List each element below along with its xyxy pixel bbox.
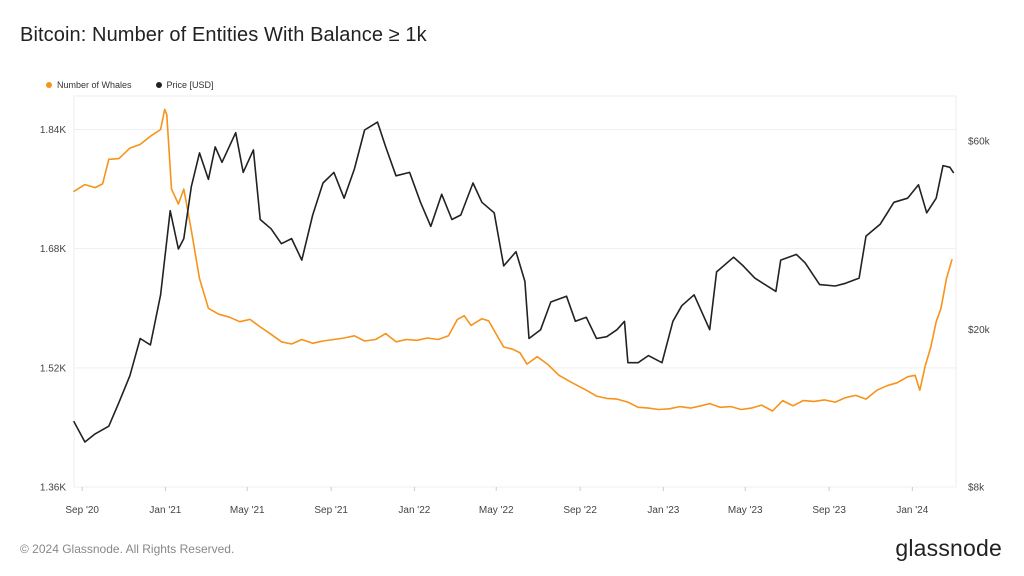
legend-item-whales[interactable]: Number of Whales [46, 80, 132, 90]
price-series-line [73, 121, 955, 443]
brand-logo: glassnode [895, 535, 1002, 561]
y-right-tick-label: $8k [968, 483, 985, 494]
x-tick-label: Jan '24 [896, 505, 928, 516]
x-tick-label: May '23 [728, 505, 763, 516]
chart-title: Bitcoin: Number of Entities With Balance… [20, 24, 427, 46]
x-tick-label: Sep '22 [563, 505, 597, 516]
plot-frame [73, 95, 957, 488]
legend-label-whales: Number of Whales [57, 80, 132, 90]
x-tick-label: Sep '23 [812, 505, 846, 516]
y-left-tick-label: 1.84K [40, 125, 66, 136]
legend-item-price[interactable]: Price [USD] [155, 80, 214, 90]
x-tick-label: Sep '21 [314, 505, 348, 516]
y-right-tick-label: $60k [968, 137, 991, 148]
copyright-text: © 2024 Glassnode. All Rights Reserved. [20, 542, 235, 556]
left-axis: 1.36K 1.52K 1.68K 1.84K [40, 125, 66, 493]
series-layer [73, 108, 955, 443]
grid-lines [73, 95, 957, 488]
x-tick-label: Jan '23 [647, 505, 679, 516]
y-left-tick-label: 1.68K [40, 244, 66, 255]
y-left-tick-label: 1.52K [40, 363, 66, 374]
x-tick-label: Jan '21 [149, 505, 181, 516]
x-tick-label: May '21 [230, 505, 265, 516]
right-axis: $8k $20k $60k [968, 137, 991, 494]
x-tick-label: May '22 [479, 505, 514, 516]
legend-swatch-whales [46, 82, 52, 88]
legend-label-price: Price [USD] [166, 80, 214, 90]
x-tick-label: Jan '22 [398, 505, 430, 516]
y-left-tick-label: 1.36K [40, 483, 66, 494]
chart-legend: Number of Whales Price [USD] [46, 80, 214, 90]
legend-swatch-price [155, 82, 162, 88]
x-axis: Sep '20 Jan '21 May '21 Sep '21 Jan '22 May '… [65, 487, 929, 516]
whales-series-line [73, 108, 953, 412]
x-tick-label: Sep '20 [65, 505, 99, 516]
y-right-tick-label: $20k [968, 325, 991, 336]
